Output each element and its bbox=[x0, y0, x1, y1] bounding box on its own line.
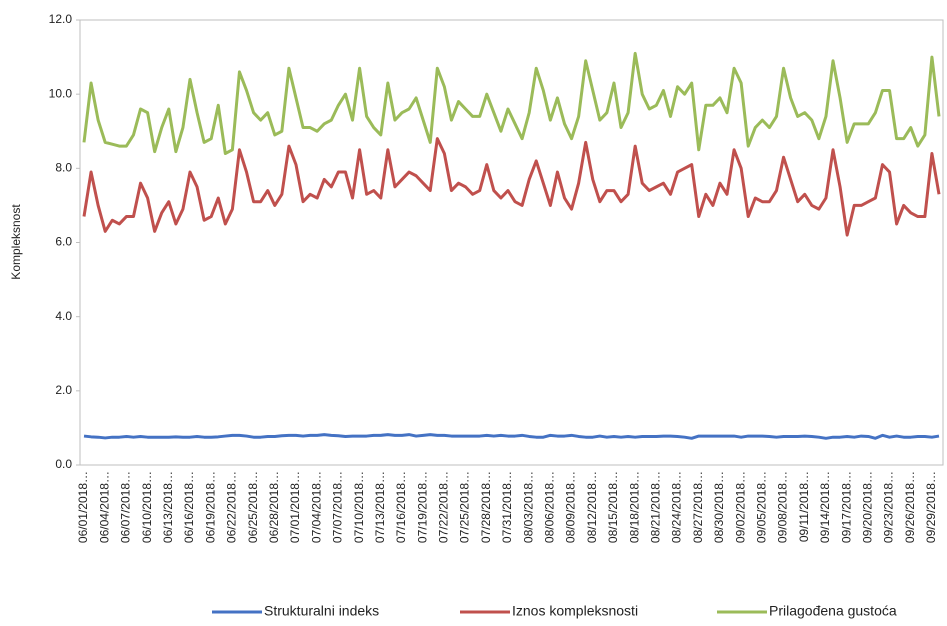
x-tick-label: 08/27/2018… bbox=[691, 471, 705, 543]
x-tick-label: 08/06/2018… bbox=[543, 471, 557, 543]
x-tick-label: 06/22/2018… bbox=[225, 471, 239, 543]
x-tick-label: 08/03/2018… bbox=[521, 471, 535, 543]
x-tick-label: 09/20/2018… bbox=[861, 471, 875, 543]
series-line bbox=[82, 51, 941, 155]
x-tick-label: 08/15/2018… bbox=[606, 471, 620, 543]
x-tick-label: 09/05/2018… bbox=[755, 471, 769, 543]
plot-frame bbox=[79, 19, 944, 466]
x-tick-label: 07/31/2018… bbox=[500, 471, 514, 543]
x-tick-label: 06/04/2018… bbox=[97, 471, 111, 543]
x-tick-label: 06/19/2018… bbox=[203, 471, 217, 543]
x-tick-label: 09/29/2018… bbox=[924, 471, 938, 543]
x-tick-label: 07/10/2018… bbox=[352, 471, 366, 543]
legend-label: Prilagođena gustoća bbox=[769, 603, 897, 619]
x-tick-label: 08/24/2018… bbox=[670, 471, 684, 543]
x-tick-label: 09/17/2018… bbox=[839, 471, 853, 543]
y-tick-label: 12.0 bbox=[49, 12, 73, 26]
x-tick-label: 09/26/2018… bbox=[903, 471, 917, 543]
x-tick-label: 07/07/2018… bbox=[331, 471, 345, 543]
x-tick-label: 09/02/2018… bbox=[733, 471, 747, 543]
x-tick-label: 09/11/2018… bbox=[797, 471, 811, 542]
x-tick-label: 07/16/2018… bbox=[394, 471, 408, 543]
y-tick-label: 8.0 bbox=[55, 161, 72, 175]
x-tick-label: 07/04/2018… bbox=[309, 471, 323, 543]
x-tick-label: 06/10/2018… bbox=[140, 471, 154, 543]
x-tick-label: 06/07/2018… bbox=[119, 471, 133, 543]
x-tick-label: 06/01/2018… bbox=[76, 471, 90, 543]
y-tick-label: 4.0 bbox=[55, 309, 72, 323]
x-tick-label: 07/22/2018… bbox=[437, 471, 451, 543]
x-tick-label: 07/01/2018… bbox=[288, 471, 302, 543]
x-tick-label: 09/23/2018… bbox=[882, 471, 896, 543]
y-tick-label: 2.0 bbox=[55, 383, 72, 397]
y-tick-label: 6.0 bbox=[55, 235, 72, 249]
series-line bbox=[83, 433, 940, 440]
y-axis-label: Kompleksnost bbox=[9, 204, 23, 280]
x-tick-label: 08/09/2018… bbox=[564, 471, 578, 543]
x-tick-label: 08/12/2018… bbox=[585, 471, 599, 543]
x-tick-label: 08/21/2018… bbox=[649, 471, 663, 543]
x-tick-label: 07/13/2018… bbox=[373, 471, 387, 543]
y-tick-label: 10.0 bbox=[49, 86, 73, 100]
x-tick-label: 06/16/2018… bbox=[182, 471, 196, 543]
x-tick-label: 08/30/2018… bbox=[712, 471, 726, 543]
x-tick-label: 07/28/2018… bbox=[479, 471, 493, 543]
x-tick-label: 06/28/2018… bbox=[267, 471, 281, 543]
x-tick-label: 09/08/2018… bbox=[776, 471, 790, 543]
legend-label: Iznos kompleksnosti bbox=[512, 603, 638, 619]
x-tick-label: 06/13/2018… bbox=[161, 471, 175, 543]
x-tick-label: 06/25/2018… bbox=[246, 471, 260, 543]
x-tick-label: 09/14/2018… bbox=[818, 471, 832, 543]
series-line bbox=[82, 137, 941, 237]
legend-label: Strukturalni indeks bbox=[264, 603, 379, 619]
x-tick-label: 07/19/2018… bbox=[415, 471, 429, 543]
x-tick-label: 08/18/2018… bbox=[627, 471, 641, 543]
y-tick-label: 0.0 bbox=[55, 457, 72, 471]
x-tick-label: 07/25/2018… bbox=[458, 471, 472, 543]
